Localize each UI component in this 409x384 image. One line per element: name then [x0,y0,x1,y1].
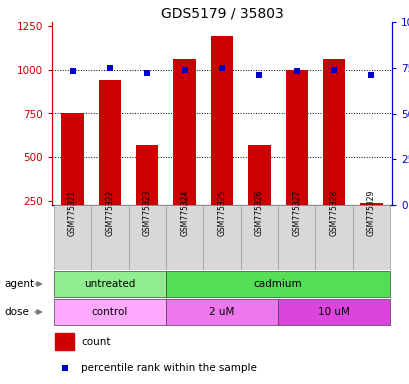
Text: 10 uM: 10 uM [317,307,349,317]
Point [256,72,262,78]
Text: GSM775329: GSM775329 [366,190,375,236]
Bar [247,145,270,245]
Text: GSM775324: GSM775324 [180,190,189,236]
Bar [240,205,277,270]
Text: untreated: untreated [84,279,135,289]
Bar [360,203,382,245]
Bar [54,271,166,296]
Bar [173,59,196,245]
Bar [91,205,128,270]
Text: agent: agent [4,279,34,289]
Bar [166,271,389,296]
Bar [203,205,240,270]
Bar [322,59,344,245]
Bar [128,205,166,270]
Text: dose: dose [4,307,29,317]
Point [144,70,150,76]
Text: GSM775321: GSM775321 [68,190,77,236]
Bar [277,205,315,270]
Text: 2 uM: 2 uM [209,307,234,317]
Text: GSM775322: GSM775322 [105,190,114,236]
Title: GDS5179 / 35803: GDS5179 / 35803 [160,7,283,21]
Bar [315,205,352,270]
Point [367,72,374,78]
Text: cadmium: cadmium [253,279,301,289]
Bar [210,36,233,245]
Bar [61,114,83,245]
Bar [54,205,91,270]
Bar [136,145,158,245]
Text: GSM775323: GSM775323 [142,190,151,236]
Bar [55,333,74,350]
Point [181,66,187,73]
Bar [285,70,307,245]
Bar [166,205,203,270]
Point [218,65,225,71]
Bar [352,205,389,270]
Bar [277,300,389,324]
Bar [54,300,166,324]
Point [61,365,68,371]
Text: control: control [92,307,128,317]
Text: count: count [81,337,110,347]
Text: GSM775326: GSM775326 [254,190,263,236]
Text: GSM775327: GSM775327 [292,190,301,236]
Point [293,68,299,74]
Point [106,65,113,71]
Bar [166,300,277,324]
Point [330,66,337,73]
Bar [99,80,121,245]
Text: GSM775328: GSM775328 [329,190,338,236]
Point [69,68,76,74]
Text: percentile rank within the sample: percentile rank within the sample [81,363,256,373]
Text: GSM775325: GSM775325 [217,190,226,236]
